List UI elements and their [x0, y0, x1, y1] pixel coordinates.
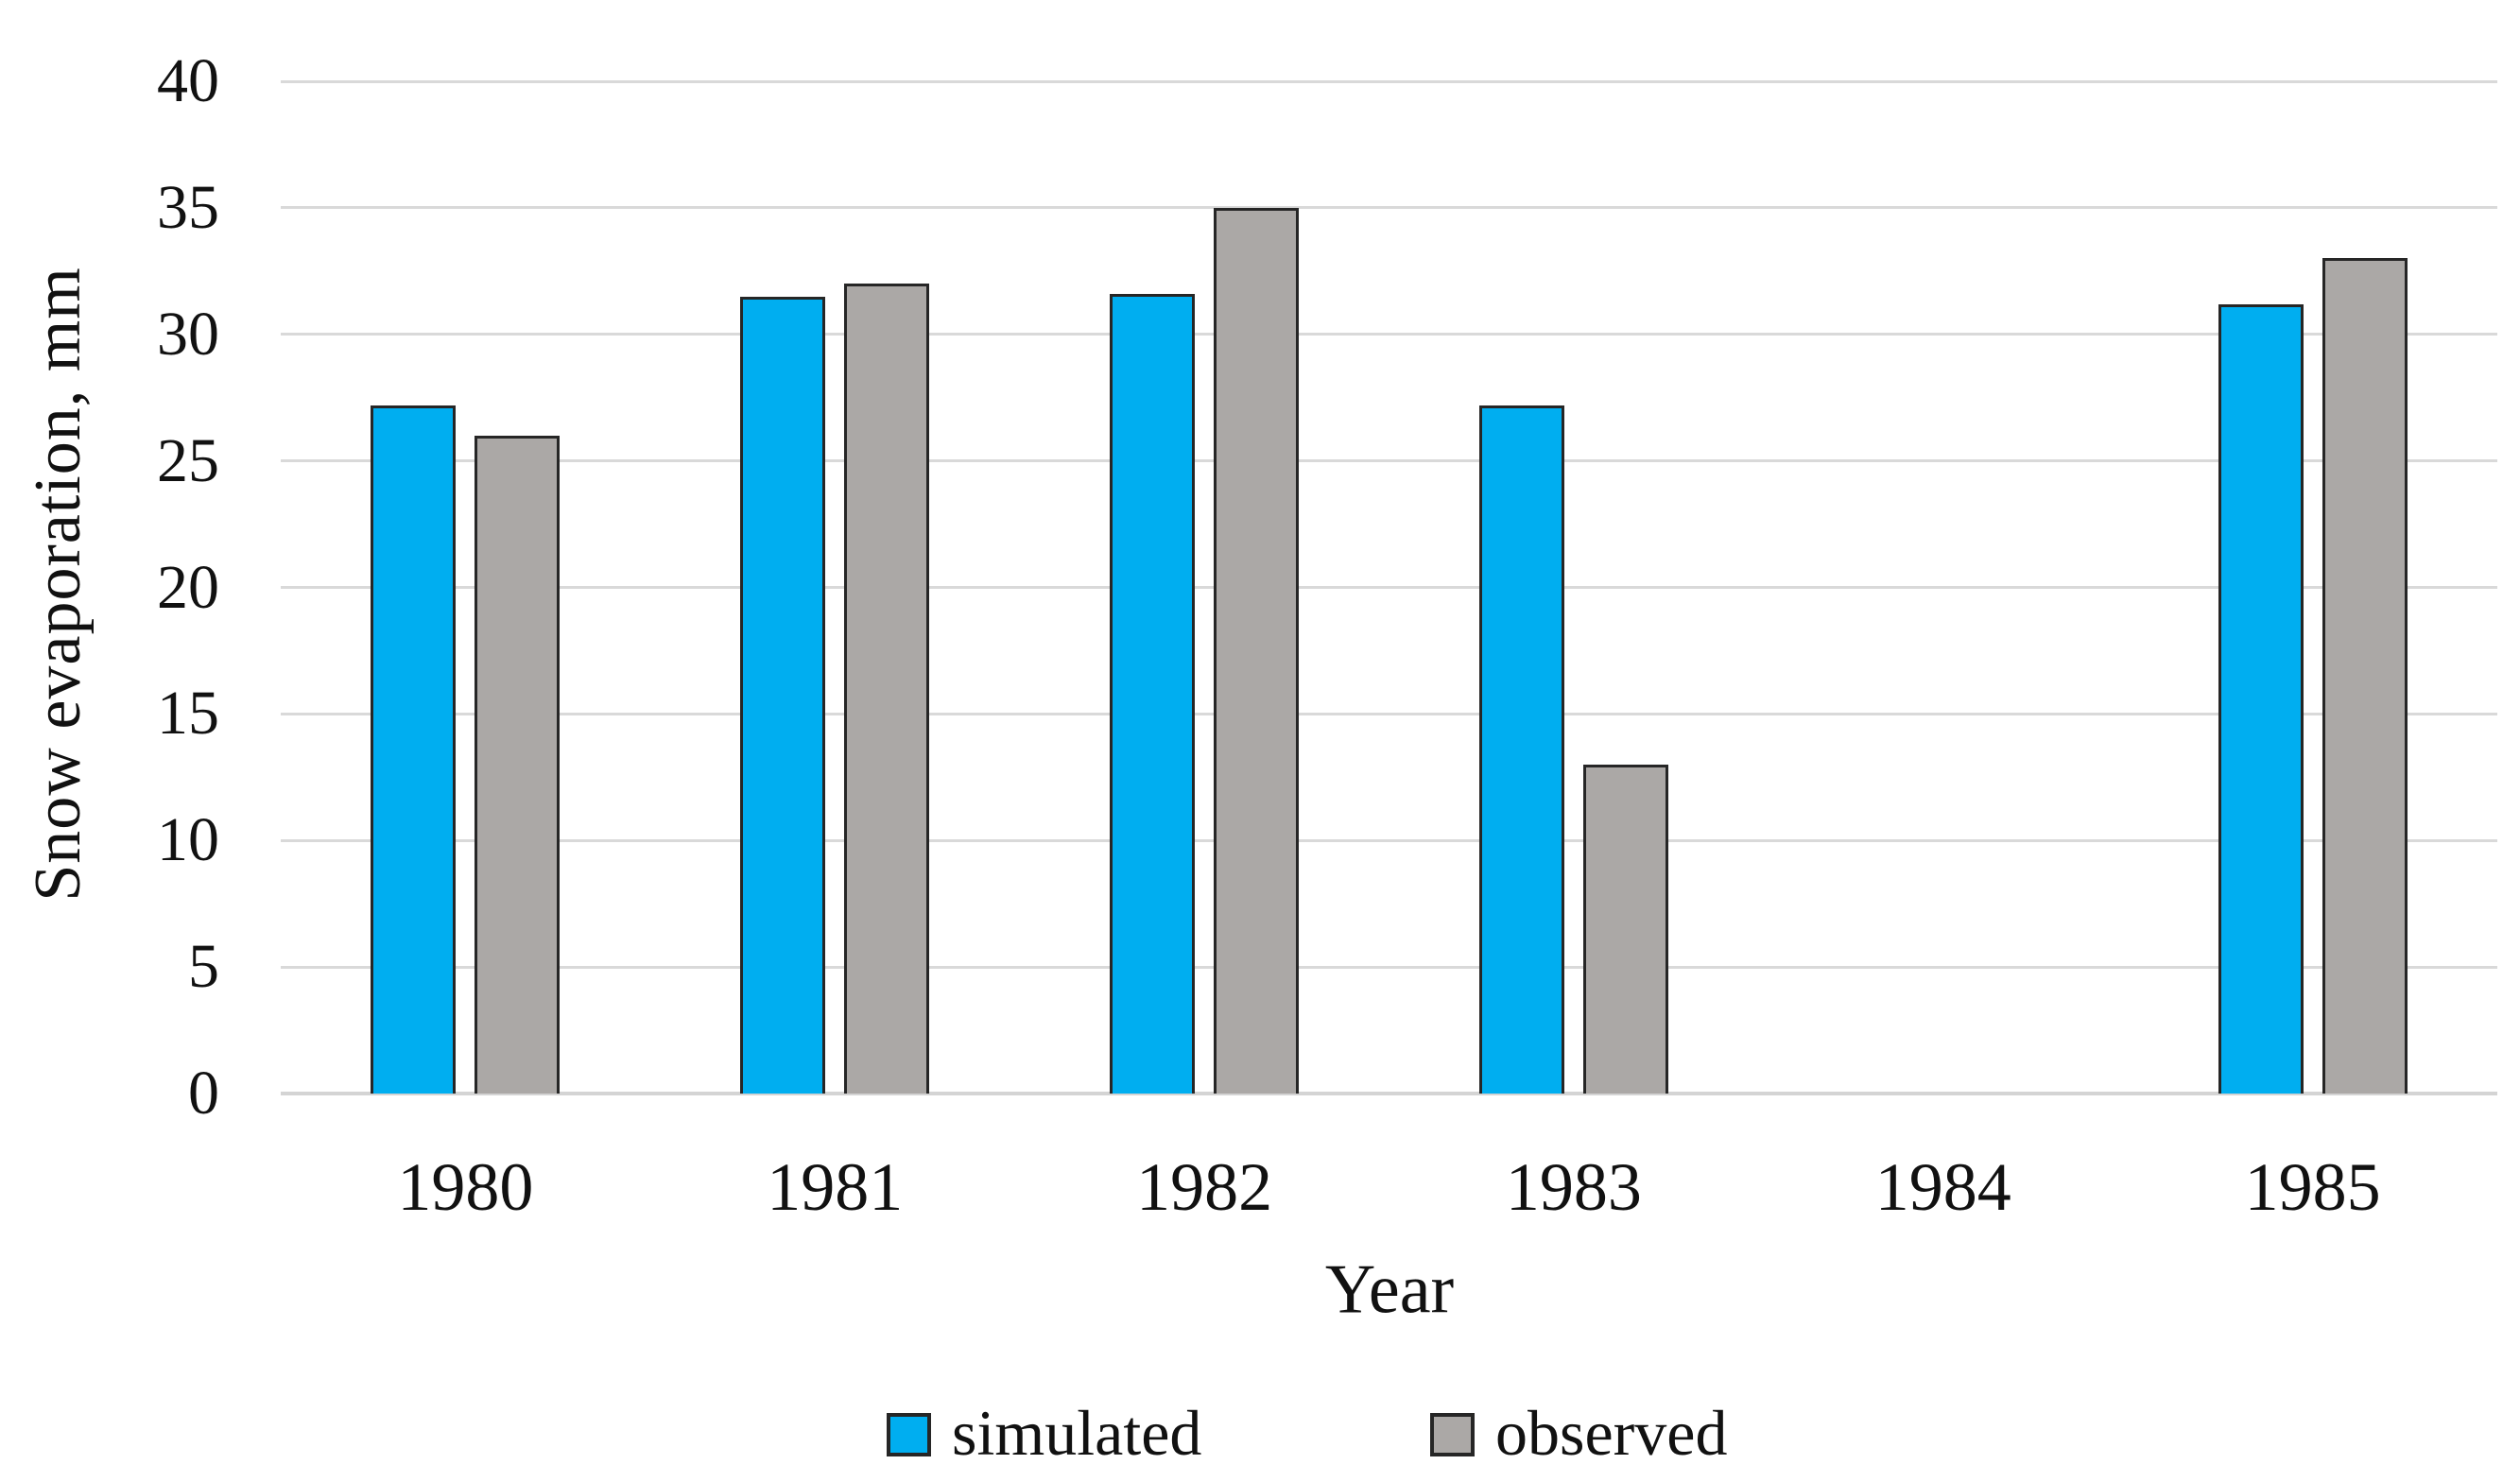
- bar-observed-1985: [2322, 258, 2408, 1094]
- legend-swatch-observed: [1430, 1413, 1475, 1456]
- gridline: [281, 79, 2497, 83]
- y-tick-label: 20: [157, 552, 219, 622]
- x-tick-label-1985: 1985: [2244, 1149, 2381, 1225]
- x-axis-baseline: [281, 1092, 2497, 1095]
- x-tick-label-1981: 1981: [767, 1149, 904, 1225]
- x-tick-label-1984: 1984: [1874, 1149, 2011, 1225]
- bar-observed-1981: [844, 284, 930, 1094]
- gridline: [281, 206, 2497, 210]
- gridline: [281, 459, 2497, 463]
- y-tick-label: 40: [157, 46, 219, 115]
- bar-simulated-1982: [1110, 293, 1196, 1094]
- legend-item-simulated: simulated: [887, 1397, 1202, 1469]
- y-tick-label: 35: [157, 172, 219, 242]
- bar-observed-1980: [475, 435, 561, 1094]
- y-tick-label: 10: [157, 805, 219, 875]
- gridline: [281, 333, 2497, 336]
- legend-swatch-simulated: [887, 1413, 931, 1456]
- y-tick-label: 5: [188, 932, 219, 1002]
- bar-observed-1982: [1214, 207, 1300, 1094]
- x-tick-label-1980: 1980: [397, 1149, 534, 1225]
- y-tick-label: 30: [157, 299, 219, 369]
- legend-item-observed: observed: [1430, 1397, 1728, 1469]
- bar-simulated-1980: [371, 405, 457, 1094]
- x-tick-label-1983: 1983: [1505, 1149, 1642, 1225]
- x-axis-title: Year: [1324, 1250, 1455, 1329]
- legend-label-observed: observed: [1495, 1397, 1728, 1469]
- bar-simulated-1981: [740, 296, 826, 1094]
- bar-simulated-1983: [1478, 405, 1564, 1094]
- x-tick-label-1982: 1982: [1136, 1149, 1273, 1225]
- gridline: [281, 712, 2497, 715]
- legend-label-simulated: simulated: [952, 1397, 1202, 1469]
- gridline: [281, 965, 2497, 969]
- y-tick-label: 25: [157, 425, 219, 495]
- y-tick-label: 0: [188, 1059, 219, 1128]
- y-tick-label: 15: [157, 679, 219, 749]
- bar-simulated-1985: [2218, 303, 2304, 1094]
- gridline: [281, 838, 2497, 842]
- bar-observed-1983: [1582, 764, 1668, 1094]
- gridline: [281, 586, 2497, 589]
